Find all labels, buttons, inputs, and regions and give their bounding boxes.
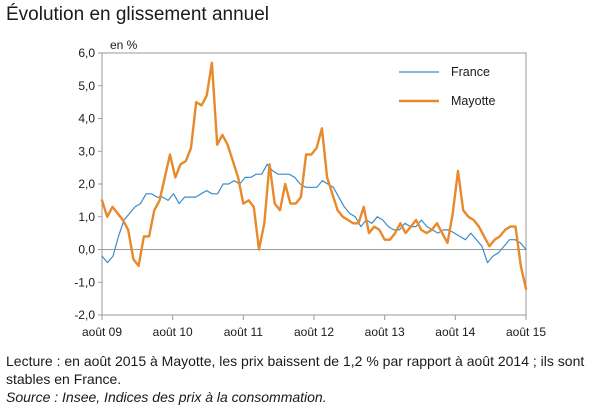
y-tick-label: 6,0 bbox=[78, 46, 95, 60]
y-tick-label: 3,0 bbox=[78, 144, 95, 158]
caption-reading-note: Lecture : en août 2015 à Mayotte, les pr… bbox=[6, 353, 585, 387]
figure-caption: Lecture : en août 2015 à Mayotte, les pr… bbox=[6, 352, 598, 406]
line-chart: -2,0 -1,0 0,0 1,0 2,0 3,0 4,0 5,0 6,0 août 09 août… bbox=[74, 38, 546, 339]
x-tick-label: août 11 bbox=[224, 325, 263, 339]
x-tick-label: août 12 bbox=[294, 325, 334, 339]
y-tick-label: 0,0 bbox=[78, 243, 95, 257]
x-tick-label: août 10 bbox=[153, 325, 193, 339]
caption-source: Source : Insee, Indices des prix à la co… bbox=[6, 389, 327, 405]
series-line-mayotte bbox=[100, 61, 528, 290]
plot-frame bbox=[101, 52, 527, 316]
y-tick-label: 2,0 bbox=[78, 177, 95, 191]
legend-label-mayotte: Mayotte bbox=[451, 94, 496, 108]
y-tick-label: 1,0 bbox=[78, 210, 95, 224]
chart-title: Évolution en glissement annuel bbox=[6, 4, 270, 25]
y-tick-label: -1,0 bbox=[74, 275, 95, 289]
y-tick-label: 5,0 bbox=[78, 79, 95, 93]
y-tick-label: -2,0 bbox=[74, 308, 95, 322]
x-tick-label: août 13 bbox=[365, 325, 405, 339]
y-axis-unit-label: en % bbox=[110, 38, 138, 52]
x-tick-label: août 15 bbox=[506, 325, 546, 339]
y-tick-label: 4,0 bbox=[78, 112, 95, 126]
x-tick-label: août 14 bbox=[435, 325, 475, 339]
legend-label-france: France bbox=[451, 65, 490, 79]
x-tick-label: août 09 bbox=[82, 325, 122, 339]
series-line-france bbox=[101, 163, 527, 264]
